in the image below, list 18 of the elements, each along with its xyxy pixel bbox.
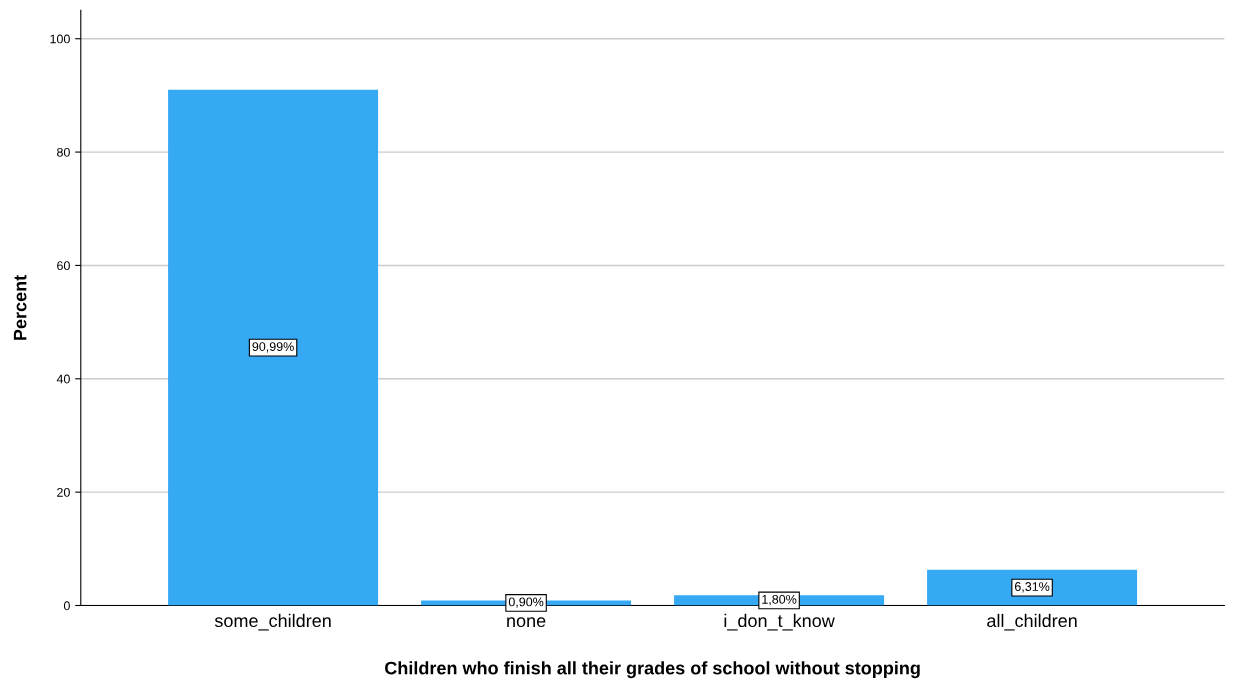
- x-axis-title: Children who finish all their grades of school without stopping: [385, 661, 920, 679]
- x-tick-label: none: [507, 617, 546, 628]
- data-label: 0,90%: [508, 597, 544, 608]
- data-label: 90,99%: [252, 342, 294, 353]
- bar: [168, 89, 379, 606]
- y-tick-label: 0: [63, 601, 70, 611]
- y-tick-label: 20: [57, 487, 70, 497]
- y-tick-label: 100: [50, 34, 70, 44]
- data-label: 1,80%: [762, 594, 797, 606]
- data-label: 6,31%: [1014, 582, 1050, 593]
- bar: [927, 569, 1138, 606]
- x-tick-label: some_children: [214, 613, 331, 631]
- x-tick-label: all_children: [987, 613, 1077, 631]
- y-tick-label: 80: [57, 147, 70, 157]
- y-axis-title: Percent: [13, 275, 27, 340]
- x-tick-label: i_don_t_know: [724, 613, 835, 631]
- y-tick-label: 40: [56, 374, 70, 384]
- y-tick-label: 60: [57, 261, 70, 271]
